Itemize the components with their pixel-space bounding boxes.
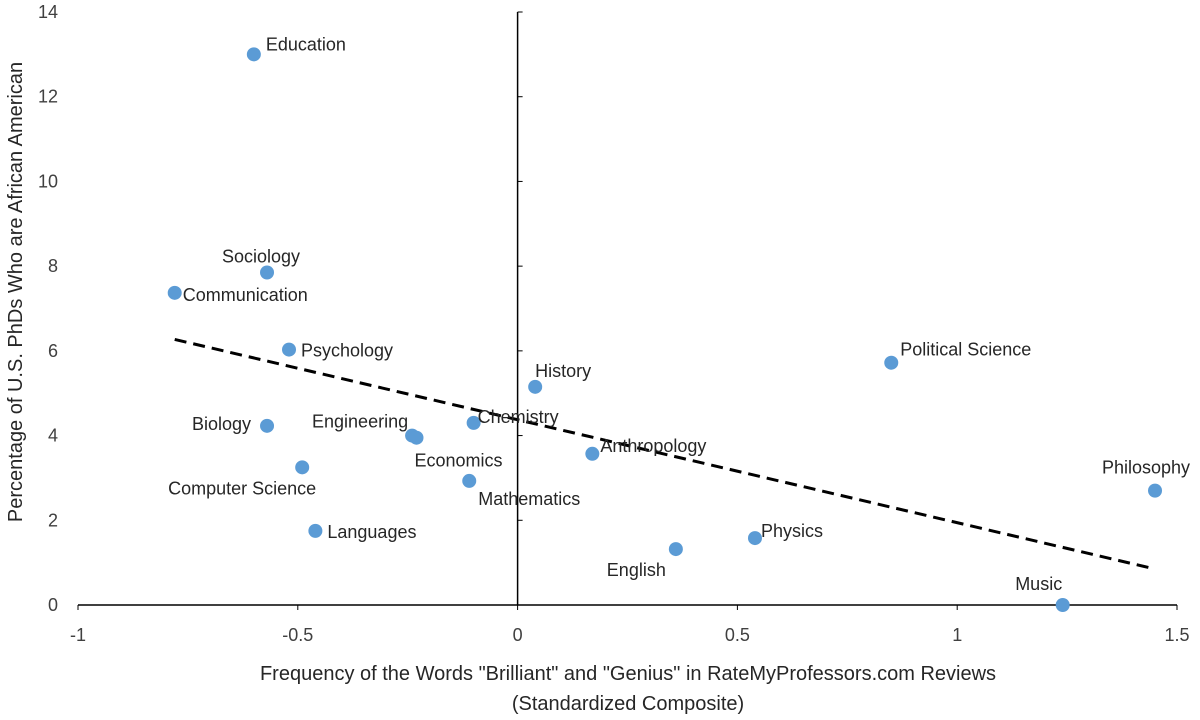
x-tick-label: -0.5: [282, 625, 313, 645]
trendline-layer: [174, 337, 1156, 571]
data-point: [668, 542, 683, 557]
data-point: [466, 415, 481, 430]
data-point: [246, 47, 261, 62]
point-label: Music: [1015, 574, 1062, 594]
point-labels-layer: Education Sociology Communication Psycholog…: [168, 34, 1190, 594]
y-tick-label: 12: [38, 87, 58, 107]
y-tick-label: 4: [48, 426, 58, 446]
data-point: [528, 379, 543, 394]
data-point: [747, 531, 762, 546]
data-point: [282, 342, 297, 357]
x-tick-label: 1: [952, 625, 962, 645]
point-label: Computer Science: [168, 478, 316, 498]
x-tick-label: -1: [70, 625, 86, 645]
y-axis-title: Percentage of U.S. PhDs Who are African …: [5, 62, 27, 522]
point-label: Economics: [414, 451, 502, 471]
trendline: [174, 337, 1156, 571]
ticks-layer: -1 -0.5 0 0.5 1 1.5 0 2 4 6 8 10 12 14: [38, 2, 1190, 645]
point-label: Anthropology: [600, 436, 706, 456]
data-point: [1055, 598, 1070, 612]
points-layer: [167, 47, 1163, 612]
x-axis-title-line-1: Frequency of the Words "Brilliant" and "…: [260, 663, 996, 685]
x-tick-label: 0.5: [725, 625, 750, 645]
data-point: [409, 430, 424, 445]
point-label: Political Science: [900, 340, 1031, 360]
data-point: [167, 285, 182, 300]
data-point: [295, 460, 310, 475]
data-point: [308, 523, 323, 538]
y-tick-label: 8: [48, 256, 58, 276]
y-tick-label: 14: [38, 2, 58, 22]
point-label: Communication: [183, 285, 308, 305]
point-label: Psychology: [301, 341, 393, 361]
axes-layer: [78, 12, 1177, 606]
point-label: Physics: [761, 521, 823, 541]
x-tick-label: 0: [513, 625, 523, 645]
y-tick-label: 2: [48, 510, 58, 530]
data-point: [260, 265, 275, 280]
point-label: Biology: [192, 414, 251, 434]
point-label: Education: [266, 34, 346, 54]
x-axis-title-line-2: (Standardized Composite): [512, 693, 744, 715]
point-label: Sociology: [222, 246, 300, 266]
x-tick-label: 1.5: [1164, 625, 1189, 645]
y-tick-label: 10: [38, 171, 58, 191]
point-label: Languages: [327, 522, 416, 542]
point-label: Chemistry: [478, 407, 559, 427]
data-point: [585, 446, 600, 461]
point-label: Philosophy: [1102, 458, 1190, 478]
y-tick-label: 6: [48, 341, 58, 361]
data-point: [1148, 483, 1163, 498]
y-tick-label: 0: [48, 595, 58, 615]
point-label: English: [607, 560, 666, 580]
data-point: [462, 473, 477, 488]
point-label: Engineering: [312, 412, 408, 432]
data-point: [884, 355, 899, 370]
data-point: [260, 418, 275, 433]
point-label: History: [535, 361, 591, 381]
point-label: Mathematics: [478, 489, 580, 509]
